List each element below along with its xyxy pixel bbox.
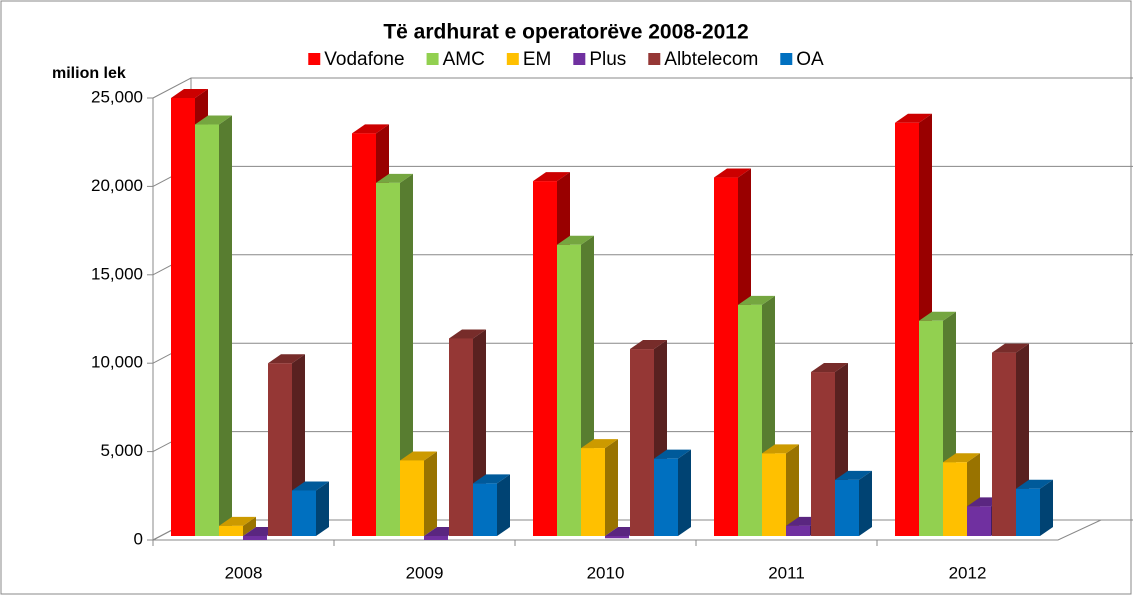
legend-swatch [426,53,439,65]
bar [424,536,448,540]
bar-top [895,113,932,123]
bar-top [919,311,956,321]
bar-side [497,474,510,536]
bar-side [219,115,232,537]
y-tick-label: 15,000 [91,264,143,283]
y-axis-label: milion lek [52,65,126,82]
bar [557,244,581,536]
bar-top [738,295,775,305]
bar [762,453,786,536]
bar [268,363,292,536]
bar [171,98,195,536]
y-tick-label: 10,000 [91,353,143,372]
legend-label: Albtelecom [664,49,758,70]
legend-label: Plus [589,49,626,70]
bar-top [268,354,305,364]
bar [605,536,629,539]
legend-swatch [648,53,661,65]
bar [219,525,243,536]
legend-item: Albtelecom [648,49,758,70]
bar-side [400,173,413,536]
bar [714,177,738,536]
bar-side [859,470,872,536]
bar [449,338,473,536]
bar-top [292,481,329,491]
bar-top [533,172,570,182]
legend-item: Plus [573,49,626,70]
bar-side [316,481,329,536]
bar [376,182,400,536]
bar-top [195,115,232,125]
legend-label: AMC [443,49,485,70]
bar [895,122,919,536]
bar-side [424,451,437,536]
bar [630,349,654,536]
bar-top [630,340,667,350]
bar [811,372,835,536]
bar-top [352,124,389,134]
y-tick-label: 0 [134,529,143,548]
bar-top [835,470,872,480]
x-tick-label: 2012 [949,563,987,582]
bar-top [811,363,848,373]
y-tick-label: 5,000 [100,441,143,460]
legend-swatch [506,53,519,65]
legend-label: OA [796,49,824,70]
bar-top [219,516,256,526]
legend-swatch [780,53,793,65]
bar-top [1016,479,1053,489]
bar [195,124,219,537]
bar [400,460,424,536]
x-tick-label: 2008 [225,563,263,582]
legend-label: EM [523,49,552,70]
legend-item: EM [506,49,552,70]
bar-side [786,444,799,536]
bar [473,483,497,536]
legend-swatch [308,53,321,65]
bar [533,181,557,536]
y-tick-label: 25,000 [91,87,143,106]
legend-item: OA [780,49,824,70]
grid-line [152,77,1133,99]
bar [967,506,991,536]
bar-top [473,474,510,484]
bar-top [762,444,799,454]
x-tick-label: 2010 [587,563,625,582]
bar-side [678,449,691,536]
bar [943,462,967,536]
bar [243,536,267,540]
bar-top [943,453,980,463]
bar-side [1040,479,1053,536]
bar [581,448,605,536]
x-tick-label: 2009 [406,563,444,582]
bar [738,304,762,536]
bar [292,490,316,536]
bar-top [171,89,208,98]
bar-top [992,343,1029,353]
bar-top [449,329,486,339]
bar-side [605,439,618,536]
bar-side [243,516,256,536]
bar [352,133,376,537]
bar [1016,488,1040,536]
chart-title: Të ardhurat e operatorëve 2008-2012 [383,21,748,44]
x-tick-label: 2011 [768,563,805,582]
bar [654,458,678,536]
legend-swatch [573,53,586,65]
legend-label: Vodafone [324,49,404,70]
bar [919,320,943,536]
legend-item: AMC [426,49,485,70]
bar [992,352,1016,536]
bar-top [581,439,618,449]
y-tick-label: 20,000 [91,176,143,195]
bar-top [654,449,691,459]
bar-top [376,173,413,183]
bar-top [714,168,751,178]
bar-top [557,235,594,245]
bar [786,525,810,536]
legend-item: Vodafone [308,49,405,70]
bar [835,479,859,536]
bar-top [400,451,437,461]
